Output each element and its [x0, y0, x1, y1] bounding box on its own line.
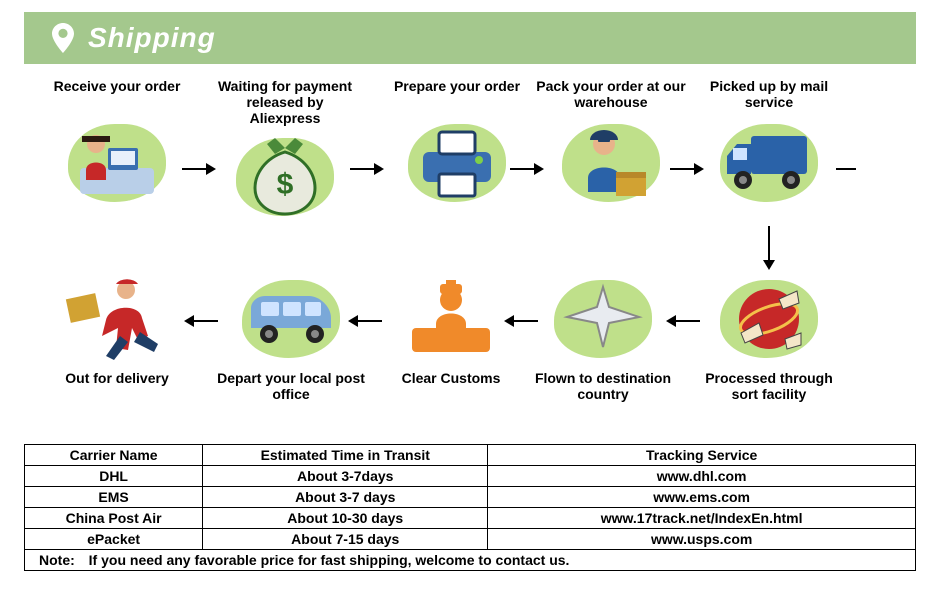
- arrow-left-icon: [666, 314, 700, 328]
- arrow-left-icon: [504, 314, 538, 328]
- step-customs: .step[data-name="step-customs"] .blob::b…: [376, 274, 526, 404]
- step-label: Clear Customs: [376, 370, 526, 404]
- step-label: Pack your order at our warehouse: [536, 78, 686, 112]
- col-tracking: Tracking Service: [488, 445, 916, 466]
- receive-order-icon: [62, 118, 172, 208]
- col-time: Estimated Time in Transit: [203, 445, 488, 466]
- shipping-table: Carrier Name Estimated Time in Transit T…: [24, 444, 916, 571]
- table-row: China Post Air About 10-30 days www.17tr…: [25, 508, 916, 529]
- warehouse-worker-icon: [556, 118, 666, 208]
- map-pin-icon: [52, 23, 74, 53]
- step-label: Receive your order: [42, 78, 192, 112]
- step-label: Out for delivery: [42, 370, 192, 404]
- arrow-right-icon: [182, 162, 216, 176]
- step-flown: Flown to destination country: [528, 274, 678, 404]
- shipping-flow: Receive your order Waiting for payment r…: [24, 78, 916, 438]
- step-label: Prepare your order: [382, 78, 532, 112]
- arrow-left-icon: [348, 314, 382, 328]
- arrow-left-icon: [184, 314, 218, 328]
- table-note-row: Note: If you need any favorable price fo…: [25, 550, 916, 571]
- banner-title: Shipping: [88, 22, 216, 54]
- table-header-row: Carrier Name Estimated Time in Transit T…: [25, 445, 916, 466]
- customs-icon: .step[data-name="step-customs"] .blob::b…: [396, 274, 506, 364]
- col-carrier: Carrier Name: [25, 445, 203, 466]
- table-row: ePacket About 7-15 days www.usps.com: [25, 529, 916, 550]
- step-prepare-order: Prepare your order: [382, 78, 532, 208]
- step-pack-order: Pack your order at our warehouse: [536, 78, 686, 208]
- money-bag-icon: $: [230, 132, 340, 222]
- arrow-down-icon: [762, 226, 776, 270]
- step-picked-up: Picked up by mail service: [694, 78, 844, 208]
- delivery-person-icon: .step[data-name="step-out-for-delivery"]…: [62, 274, 172, 364]
- arrow-right-icon: [670, 162, 704, 176]
- sort-facility-icon: [714, 274, 824, 364]
- step-receive-order: Receive your order: [42, 78, 192, 208]
- arrow-right-icon: [836, 162, 860, 176]
- printer-icon: [402, 118, 512, 208]
- step-label: Depart your local post office: [216, 370, 366, 404]
- svg-text:$: $: [277, 168, 294, 201]
- airplane-icon: [548, 274, 658, 364]
- table-row: EMS About 3-7 days www.ems.com: [25, 487, 916, 508]
- truck-icon: [714, 118, 824, 208]
- step-label: Waiting for payment released by Aliexpre…: [210, 78, 360, 126]
- carrier-table: Carrier Name Estimated Time in Transit T…: [24, 444, 916, 571]
- table-row: DHL About 3-7days www.dhl.com: [25, 466, 916, 487]
- van-icon: [236, 274, 346, 364]
- step-sort-facility: Processed through sort facility: [694, 274, 844, 404]
- shipping-banner: Shipping: [24, 12, 916, 64]
- arrow-right-icon: [350, 162, 384, 176]
- step-label: Processed through sort facility: [694, 370, 844, 404]
- arrow-right-icon: [510, 162, 544, 176]
- note-prefix: Note:: [39, 552, 75, 568]
- note-cell: Note: If you need any favorable price fo…: [25, 550, 916, 571]
- step-waiting-payment: Waiting for payment released by Aliexpre…: [210, 78, 360, 222]
- step-depart-post: Depart your local post office: [216, 274, 366, 404]
- step-label: Picked up by mail service: [694, 78, 844, 112]
- step-label: Flown to destination country: [528, 370, 678, 404]
- note-text: If you need any favorable price for fast…: [89, 552, 570, 568]
- step-out-for-delivery: .step[data-name="step-out-for-delivery"]…: [42, 274, 192, 404]
